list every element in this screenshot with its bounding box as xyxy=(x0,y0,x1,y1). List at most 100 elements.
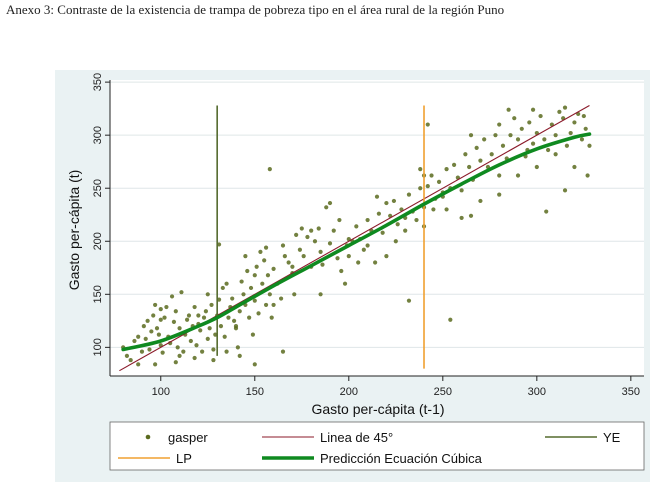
gasper-point xyxy=(211,347,216,352)
gasper-point xyxy=(145,318,150,323)
gasper-point xyxy=(493,133,498,138)
gasper-point xyxy=(444,207,449,212)
gasper-point xyxy=(467,164,472,170)
gasper-point xyxy=(173,360,178,365)
gasper-point xyxy=(327,241,333,246)
gasper-point xyxy=(425,183,430,189)
gasper-point xyxy=(395,222,400,227)
gasper-point xyxy=(162,315,167,320)
gasper-point xyxy=(179,290,184,295)
gasper-point xyxy=(497,173,502,178)
gridlines xyxy=(110,81,644,348)
gasper-point xyxy=(209,302,214,308)
gasper-point xyxy=(581,113,586,119)
legend-line-45-label: Linea de 45° xyxy=(320,430,393,445)
gasper-point xyxy=(425,122,430,127)
gasper-point xyxy=(564,143,570,148)
gasper-point xyxy=(254,264,259,269)
gasper-point xyxy=(508,133,513,138)
gasper-point xyxy=(448,317,453,322)
gasper-point xyxy=(280,243,286,248)
gasper-point xyxy=(337,217,342,223)
gasper-point xyxy=(267,292,272,297)
gasper-point xyxy=(497,122,502,127)
legend-gasper-label: gasper xyxy=(168,430,208,445)
axes: 100 150 200 250 300 350 100 150 200 250 300 350 xyxy=(92,73,644,398)
gasper-point xyxy=(290,264,295,269)
gasper-point xyxy=(260,281,265,286)
gasper-point xyxy=(267,167,272,172)
gasper-point xyxy=(233,324,239,329)
gasper-point xyxy=(418,167,423,172)
gasper-point xyxy=(216,297,222,302)
gasper-point xyxy=(512,116,517,121)
gasper-point xyxy=(192,355,197,361)
gasper-point xyxy=(252,298,257,303)
gasper-point xyxy=(478,158,483,163)
gasper-point xyxy=(271,266,276,271)
y-tick-label: 300 xyxy=(92,126,104,144)
gasper-point xyxy=(243,254,248,259)
gasper-point xyxy=(320,262,325,267)
gasper-point xyxy=(544,209,549,214)
gasper-point xyxy=(124,353,130,358)
x-tick-label: 250 xyxy=(434,386,452,398)
gasper-point xyxy=(235,345,240,350)
y-tick-label: 350 xyxy=(92,73,104,91)
gasper-point xyxy=(128,357,133,363)
gasper-point xyxy=(194,343,199,348)
gasper-point xyxy=(136,362,141,367)
gasper-point xyxy=(468,133,474,138)
gasper-point xyxy=(553,152,558,157)
gasper-point xyxy=(231,318,237,323)
gasper-point xyxy=(256,311,261,316)
gasper-point xyxy=(530,141,536,146)
gasper-point xyxy=(258,249,263,254)
gasper-point xyxy=(373,260,378,265)
gasper-point xyxy=(177,353,182,358)
gasper-point xyxy=(247,315,252,320)
gasper-point xyxy=(587,143,592,148)
gasper-point xyxy=(252,273,257,278)
gasper-point xyxy=(418,186,423,191)
gasper-point xyxy=(205,292,210,297)
gasper-point xyxy=(158,317,163,322)
gasper-point xyxy=(356,260,361,265)
gasper-point xyxy=(538,113,543,119)
gasper-point xyxy=(478,198,483,204)
gasper-point xyxy=(527,120,532,125)
gasper-point xyxy=(459,215,464,221)
gasper-point xyxy=(192,304,197,310)
gasper-point xyxy=(245,268,250,274)
legend-box xyxy=(109,421,645,471)
gasper-point xyxy=(312,239,318,244)
y-tick-label: 200 xyxy=(92,232,104,250)
gasper-point xyxy=(147,347,152,352)
gasper-point xyxy=(429,173,434,178)
gasper-point xyxy=(463,152,468,157)
gasper-point xyxy=(139,349,145,354)
x-tick-label: 200 xyxy=(340,386,358,398)
gasper-point xyxy=(406,298,412,303)
gasper-point xyxy=(265,273,271,278)
gasper-point xyxy=(451,162,457,167)
gasper-point xyxy=(489,152,494,157)
gasper-point xyxy=(263,245,269,250)
gasper-point xyxy=(506,107,511,112)
gasper-point xyxy=(286,260,291,265)
y-axis-label: Gasto per-cápita (t) xyxy=(66,170,82,291)
gasper-point xyxy=(132,338,137,344)
y-tick-label: 100 xyxy=(92,338,104,356)
gasper-point xyxy=(530,107,536,112)
legend-gasper-symbol xyxy=(145,434,151,440)
gasper-point xyxy=(572,120,577,125)
gasper-point xyxy=(305,234,310,240)
gasper-point xyxy=(331,228,336,233)
gasper-point xyxy=(335,256,340,261)
gasper-point xyxy=(292,292,297,297)
gasper-point xyxy=(365,217,370,223)
gasper-point xyxy=(279,296,284,301)
gasper-point xyxy=(557,109,562,114)
gasper-point xyxy=(562,105,568,110)
gasper-point xyxy=(160,350,165,355)
